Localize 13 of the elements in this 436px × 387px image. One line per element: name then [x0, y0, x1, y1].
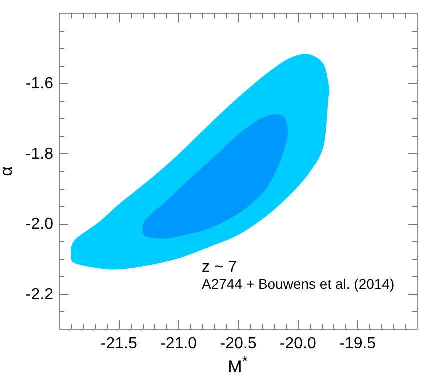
y-tick-label: -1.6: [26, 76, 54, 93]
x-tick-label: -21.0: [160, 336, 198, 352]
y-axis-title: α: [0, 166, 16, 176]
annotation: A2744 + Bouwens et al. (2014): [202, 276, 395, 292]
y-tick-label: -1.8: [26, 146, 54, 163]
x-tick-label: -19.5: [340, 336, 376, 352]
x-axis-title: M$^{*}$: [227, 354, 249, 378]
annotation: z ~ 7: [202, 259, 238, 276]
x-tick-label: -20.0: [280, 336, 317, 352]
y-tick-label: -2.2: [26, 286, 54, 304]
x-tick-label: -21.5: [100, 336, 138, 352]
x-tick-label: -20.5: [220, 336, 257, 352]
y-tick-label: -2.0: [26, 216, 54, 234]
